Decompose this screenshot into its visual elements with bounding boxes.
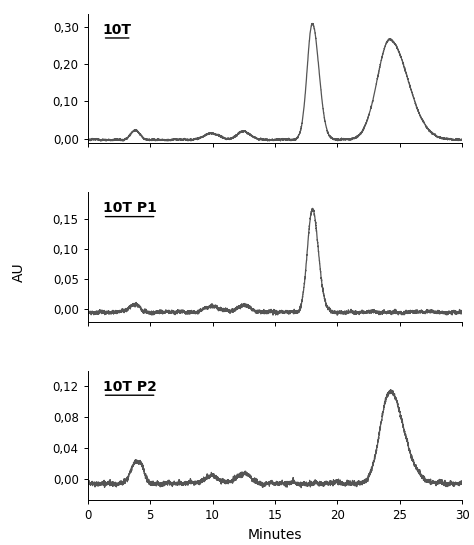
X-axis label: Minutes: Minutes: [248, 528, 302, 542]
Text: AU: AU: [12, 263, 26, 282]
Text: 10T: 10T: [103, 23, 132, 37]
Text: 10T P2: 10T P2: [103, 380, 156, 394]
Text: 10T P1: 10T P1: [103, 201, 156, 215]
